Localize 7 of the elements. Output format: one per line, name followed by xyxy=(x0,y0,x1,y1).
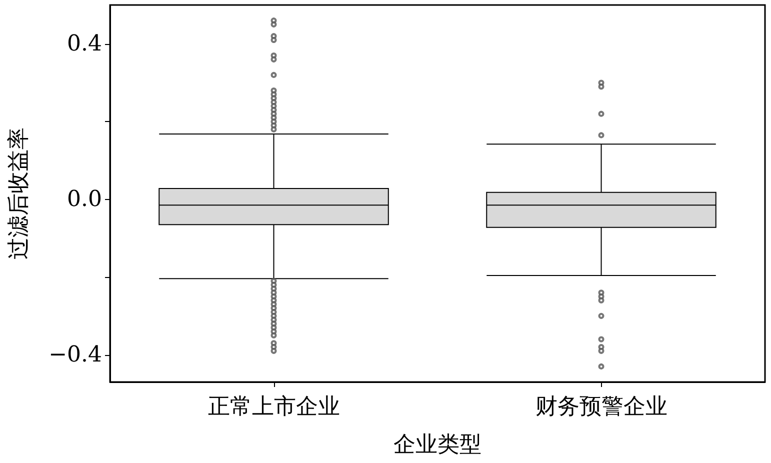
x-tick-label: 正常上市企业 xyxy=(208,394,340,420)
y-axis-title: 过滤后收益率 xyxy=(6,128,32,260)
y-tick-label: −0.4 xyxy=(48,342,102,368)
x-axis-title: 企业类型 xyxy=(394,432,482,458)
x-tick-label: 财务预警企业 xyxy=(535,394,668,420)
y-tick-label: 0.4 xyxy=(67,31,102,56)
y-tick-label: 0.0 xyxy=(67,186,102,212)
